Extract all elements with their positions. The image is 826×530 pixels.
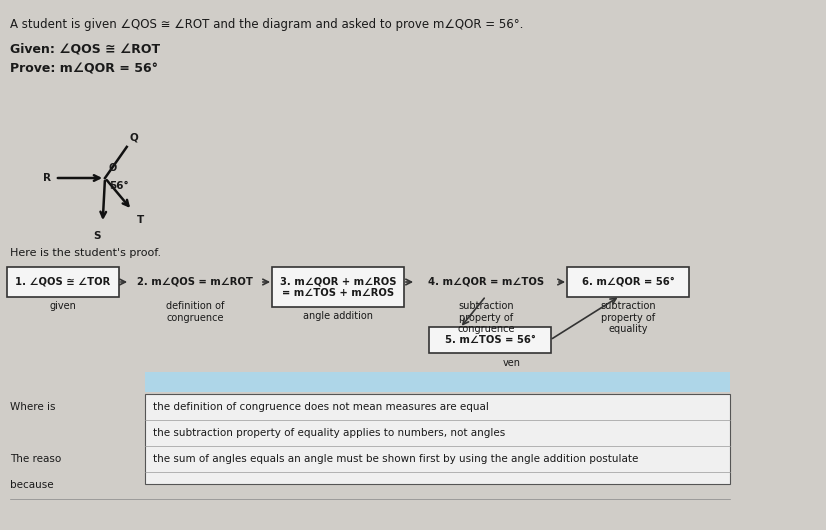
FancyBboxPatch shape <box>272 267 404 307</box>
Text: R: R <box>43 173 51 183</box>
Text: given: given <box>50 301 77 311</box>
Text: Where is: Where is <box>10 402 55 412</box>
Text: the definition of congruence does not mean measures are equal: the definition of congruence does not me… <box>153 402 489 412</box>
FancyBboxPatch shape <box>7 267 119 297</box>
Text: 4. m∠QOR = m∠TOS: 4. m∠QOR = m∠TOS <box>428 277 544 287</box>
Text: definition of
congruence: definition of congruence <box>166 301 224 323</box>
Text: S: S <box>93 231 101 241</box>
Text: O: O <box>109 163 117 173</box>
Text: subtraction
property of
equality: subtraction property of equality <box>601 301 656 334</box>
Text: the sum of angles equals an angle must be shown first by using the angle additio: the sum of angles equals an angle must b… <box>153 454 638 464</box>
Text: A student is given ∠QOS ≅ ∠ROT and the diagram and asked to prove m∠QOR = 56°.: A student is given ∠QOS ≅ ∠ROT and the d… <box>10 18 524 31</box>
FancyBboxPatch shape <box>567 267 689 297</box>
Text: 3. m∠QOR + m∠ROS
= m∠TOS + m∠ROS: 3. m∠QOR + m∠ROS = m∠TOS + m∠ROS <box>280 276 396 298</box>
Bar <box>145 372 730 392</box>
Text: Prove: m∠QOR = 56°: Prove: m∠QOR = 56° <box>10 62 158 75</box>
Text: ven: ven <box>503 358 521 368</box>
Text: 56°: 56° <box>109 181 129 191</box>
Text: 1. ∠QOS ≅ ∠TOR: 1. ∠QOS ≅ ∠TOR <box>16 277 111 287</box>
Text: Given: ∠QOS ≅ ∠ROT: Given: ∠QOS ≅ ∠ROT <box>10 42 160 55</box>
FancyBboxPatch shape <box>429 327 551 353</box>
FancyBboxPatch shape <box>145 394 730 484</box>
Text: Here is the student's proof.: Here is the student's proof. <box>10 248 161 258</box>
Text: the subtraction property of equality applies to numbers, not angles: the subtraction property of equality app… <box>153 428 506 438</box>
Text: 2. m∠QOS = m∠ROT: 2. m∠QOS = m∠ROT <box>137 277 253 287</box>
Text: Q: Q <box>130 132 138 142</box>
Text: subtraction
property of
congruence: subtraction property of congruence <box>458 301 515 334</box>
Text: 5. m∠TOS = 56°: 5. m∠TOS = 56° <box>444 335 535 345</box>
Text: angle addition: angle addition <box>303 311 373 321</box>
Text: The reaso: The reaso <box>10 454 61 464</box>
Text: T: T <box>137 215 144 225</box>
Text: because: because <box>10 480 54 490</box>
Text: 6. m∠QOR = 56°: 6. m∠QOR = 56° <box>582 277 674 287</box>
